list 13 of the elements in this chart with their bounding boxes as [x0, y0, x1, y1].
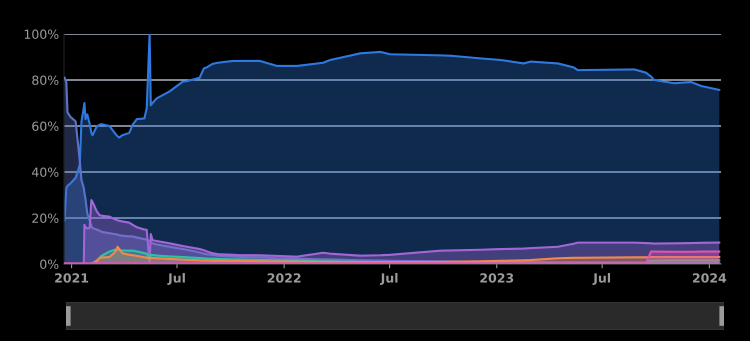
x-tick-label: 2024	[692, 273, 726, 283]
y-tick-label: 0%	[40, 259, 58, 269]
y-tick-label: 60%	[32, 121, 58, 131]
x-tick-label: Jul	[380, 273, 398, 286]
y-tick-label: 20%	[32, 213, 58, 223]
y-tick-label: 80%	[32, 75, 58, 85]
x-tick-label: Jul	[167, 273, 185, 286]
x-tick-label: 2022	[268, 273, 300, 283]
x-tick-label: 2021	[55, 273, 88, 283]
x-tick-label: Jul	[592, 273, 610, 286]
y-tick-label: 40%	[32, 167, 58, 177]
x-tick-label: 2023	[480, 273, 514, 283]
y-tick-label: 100%	[24, 29, 58, 39]
